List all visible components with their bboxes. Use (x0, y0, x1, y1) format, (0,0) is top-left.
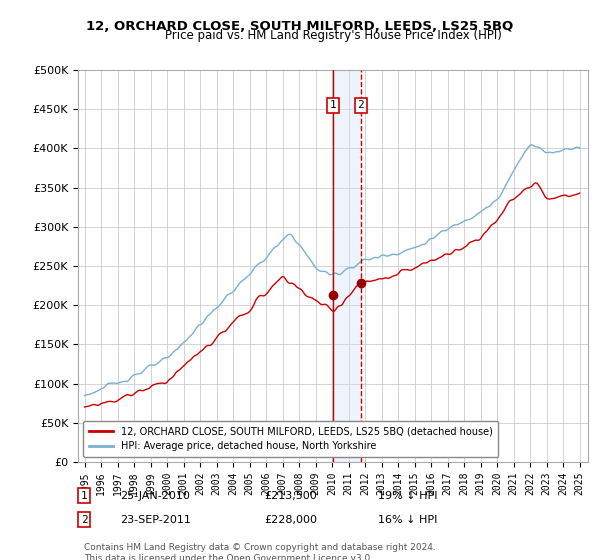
Text: 23-SEP-2011: 23-SEP-2011 (120, 515, 191, 525)
Legend: 12, ORCHARD CLOSE, SOUTH MILFORD, LEEDS, LS25 5BQ (detached house), HPI: Average: 12, ORCHARD CLOSE, SOUTH MILFORD, LEEDS,… (83, 421, 499, 457)
Bar (334, 70, 361, 462)
Text: 19% ↓ HPI: 19% ↓ HPI (378, 491, 437, 501)
Text: £228,000: £228,000 (264, 515, 317, 525)
Title: Price paid vs. HM Land Registry's House Price Index (HPI): Price paid vs. HM Land Registry's House … (164, 30, 502, 43)
Text: 1: 1 (330, 100, 337, 110)
Text: Contains HM Land Registry data © Crown copyright and database right 2024.
This d: Contains HM Land Registry data © Crown c… (84, 543, 436, 560)
Text: 16% ↓ HPI: 16% ↓ HPI (378, 515, 437, 525)
Text: 25-JAN-2010: 25-JAN-2010 (120, 491, 190, 501)
Text: 2: 2 (358, 100, 364, 110)
Text: £213,500: £213,500 (264, 491, 317, 501)
Text: 2: 2 (80, 515, 88, 525)
Text: 1: 1 (80, 491, 88, 501)
Text: 12, ORCHARD CLOSE, SOUTH MILFORD, LEEDS, LS25 5BQ: 12, ORCHARD CLOSE, SOUTH MILFORD, LEEDS,… (86, 20, 514, 32)
